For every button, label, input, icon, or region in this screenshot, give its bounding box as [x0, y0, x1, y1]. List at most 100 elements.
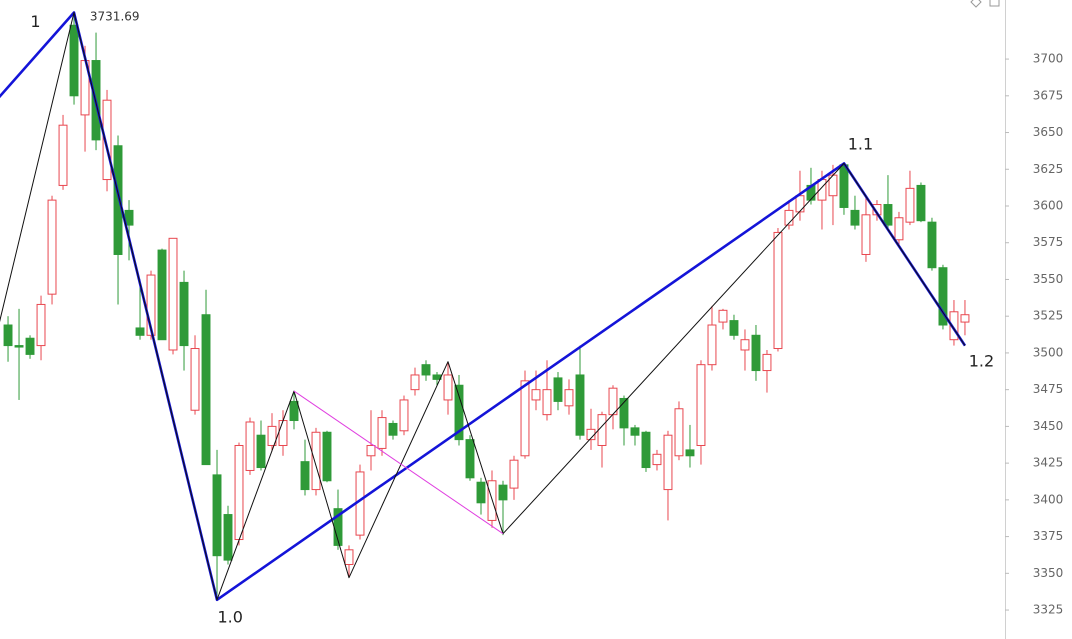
candle-body [850, 209, 860, 226]
candle-body [861, 214, 871, 255]
candle [938, 264, 948, 330]
candle [69, 12, 79, 105]
candle-body [14, 345, 24, 348]
y-tick-label: 3475 [1033, 382, 1064, 396]
candle [850, 195, 860, 230]
candle [696, 360, 706, 465]
candle [652, 449, 662, 471]
candle-body [267, 425, 277, 446]
candle [740, 329, 750, 371]
candle [707, 305, 717, 371]
candle-body [135, 327, 145, 336]
candle [377, 410, 387, 456]
candle [839, 163, 849, 215]
candle-body [399, 399, 409, 432]
candle [916, 182, 926, 223]
annotation: 1.0 [217, 607, 242, 626]
candle [773, 228, 783, 352]
plot-area [0, 11, 970, 602]
candle-body [663, 434, 673, 491]
y-tick-label: 3425 [1033, 456, 1064, 470]
candle [861, 195, 871, 262]
candle-body [113, 145, 123, 255]
candle [685, 424, 695, 468]
y-tick-label: 3600 [1033, 198, 1064, 212]
candle [410, 367, 420, 396]
candle-body [190, 348, 200, 411]
candle-body [157, 249, 167, 341]
candle [311, 427, 321, 496]
candle-body [520, 380, 530, 457]
annotation: 3731.69 [90, 10, 140, 24]
candle [179, 270, 189, 371]
candle-body [773, 231, 783, 350]
candle-body [256, 434, 266, 469]
candle-body [597, 414, 607, 446]
candle-body [102, 99, 112, 181]
candle-body [3, 324, 13, 347]
candle-body [905, 187, 915, 223]
candle-body [751, 334, 761, 372]
candle-body [729, 320, 739, 336]
candle [344, 545, 354, 578]
candle [234, 442, 244, 546]
candle-body [927, 221, 937, 269]
y-tick-label: 3375 [1033, 529, 1064, 543]
candle-body [454, 384, 464, 441]
candle-body [696, 364, 706, 446]
candle-body [553, 377, 563, 402]
y-tick-label: 3350 [1033, 566, 1064, 580]
candle [201, 289, 211, 466]
candle-body [718, 309, 728, 323]
candle-body [938, 267, 948, 326]
candle [905, 170, 915, 226]
candle-body [652, 453, 662, 466]
candle [784, 200, 794, 230]
candle-body [509, 459, 519, 489]
candle [223, 505, 233, 565]
y-tick-label: 3650 [1033, 125, 1064, 139]
candle [949, 300, 959, 346]
candle-body [212, 474, 222, 557]
candle [619, 395, 629, 446]
candle [190, 335, 200, 415]
candle [443, 361, 453, 415]
candle-body [245, 421, 255, 471]
annotation: 1 [30, 12, 40, 31]
candle [388, 420, 398, 440]
candle [289, 391, 299, 430]
y-tick-label: 3550 [1033, 272, 1064, 286]
candle-body [223, 514, 233, 561]
candle-body [465, 439, 475, 479]
candle-body [58, 124, 68, 186]
icon[interactable] [989, 0, 1000, 7]
icon[interactable] [970, 0, 982, 8]
candle [322, 430, 332, 483]
candle [894, 211, 904, 246]
candle [168, 237, 178, 355]
candle-body [685, 449, 695, 457]
candle-body [839, 164, 849, 208]
candle-body [168, 237, 178, 351]
candle-body [674, 408, 684, 457]
candle-body [322, 431, 332, 482]
candle [212, 449, 222, 600]
candle-body [795, 195, 805, 213]
candle-body [707, 324, 717, 366]
candle [575, 345, 585, 440]
candle-body [47, 199, 57, 295]
y-tick-label: 3450 [1033, 419, 1064, 433]
candle-body [531, 389, 541, 401]
candle [58, 114, 68, 190]
candle [157, 248, 167, 341]
candle [102, 89, 112, 192]
candle [399, 395, 409, 436]
candle-body [410, 374, 420, 391]
candle [509, 455, 519, 500]
annotation: 1.2 [969, 352, 994, 371]
candle-body [498, 484, 508, 501]
y-tick-label: 3500 [1033, 345, 1064, 359]
candle-body [25, 337, 35, 355]
candle [630, 424, 640, 446]
